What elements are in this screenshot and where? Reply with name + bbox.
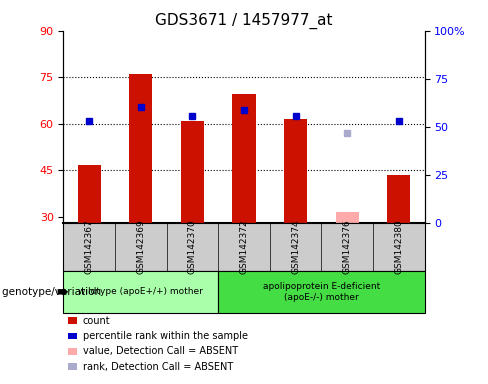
Text: apolipoprotein E-deficient
(apoE-/-) mother: apolipoprotein E-deficient (apoE-/-) mot… — [263, 282, 380, 301]
Bar — [232, 94, 256, 223]
Bar — [387, 175, 410, 223]
Text: count: count — [83, 316, 111, 326]
Text: GSM142380: GSM142380 — [394, 219, 403, 274]
Text: GSM142372: GSM142372 — [240, 219, 248, 274]
Bar — [78, 166, 101, 223]
Text: wildtype (apoE+/+) mother: wildtype (apoE+/+) mother — [79, 287, 203, 296]
Text: GSM142369: GSM142369 — [136, 219, 145, 274]
Text: GSM142374: GSM142374 — [291, 219, 300, 274]
Text: value, Detection Call = ABSENT: value, Detection Call = ABSENT — [83, 346, 238, 356]
Bar — [336, 212, 359, 223]
Text: GSM142370: GSM142370 — [188, 219, 197, 274]
Text: percentile rank within the sample: percentile rank within the sample — [83, 331, 248, 341]
Text: GSM142367: GSM142367 — [85, 219, 94, 274]
Text: rank, Detection Call = ABSENT: rank, Detection Call = ABSENT — [83, 362, 233, 372]
Bar — [284, 119, 307, 223]
Title: GDS3671 / 1457977_at: GDS3671 / 1457977_at — [155, 13, 333, 29]
Text: genotype/variation: genotype/variation — [2, 287, 105, 297]
Text: GSM142376: GSM142376 — [343, 219, 352, 274]
Bar — [181, 121, 204, 223]
Bar — [129, 74, 152, 223]
